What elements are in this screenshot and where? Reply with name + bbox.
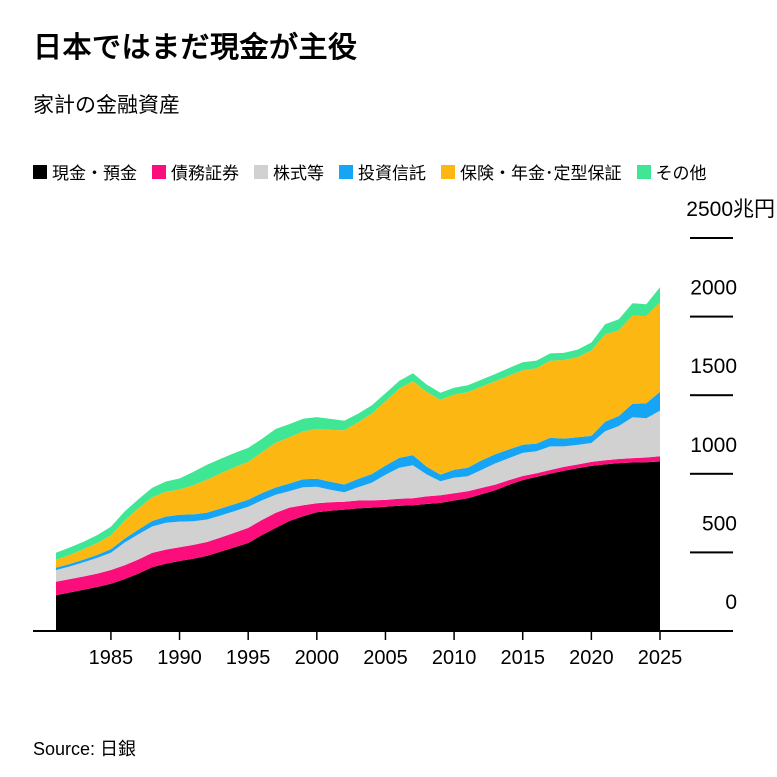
legend-item-1: 債務証券: [152, 159, 239, 184]
legend-swatch-icon: [152, 164, 166, 179]
source-credit: Source: 日銀: [33, 739, 137, 759]
x-tick: [384, 632, 387, 640]
y-tick-label: 2500兆円: [686, 198, 775, 221]
x-tick-label: 2020: [569, 647, 614, 669]
legend-label: 現金・預金: [52, 164, 137, 183]
y-tick: [690, 551, 733, 554]
x-tick-label: 2005: [363, 647, 408, 669]
legend-item-3: 投資信託: [339, 159, 426, 184]
area-series-0: [56, 461, 660, 631]
x-tick: [110, 632, 112, 640]
area-series-2: [56, 410, 660, 582]
y-tick: [690, 394, 733, 397]
legend-item-2: 株式等: [254, 159, 324, 184]
legend-swatch-icon: [441, 164, 455, 179]
x-axis-line: [33, 630, 733, 632]
y-tick-label: 1500: [690, 355, 737, 378]
x-tick-label: 1995: [226, 647, 271, 669]
legend-swatch-icon: [636, 164, 651, 179]
x-tick: [247, 632, 249, 640]
x-tick: [659, 632, 661, 640]
x-tick: [453, 632, 455, 640]
x-tick-label: 2010: [432, 647, 477, 669]
legend-label: 債務証券: [171, 164, 239, 183]
x-tick: [521, 632, 524, 640]
chart-subtitle: 家計の金融資産: [33, 94, 180, 117]
x-tick-label: 1985: [89, 647, 134, 669]
y-tick-label: 500: [702, 512, 737, 535]
x-tick-label: 2000: [295, 647, 340, 669]
legend-swatch-icon: [254, 164, 268, 179]
area-series-4: [56, 302, 660, 568]
legend-label: 株式等: [273, 164, 324, 183]
y-tick: [690, 237, 733, 239]
x-tick-label: 1990: [157, 647, 202, 669]
legend-swatch-icon: [339, 164, 353, 179]
x-tick-label: 2025: [638, 647, 683, 669]
legend-label: 保険・年金･定型保証: [460, 164, 622, 183]
legend-item-0: 現金・預金: [33, 159, 137, 184]
x-tick: [316, 632, 318, 640]
legend-label: 投資信託: [358, 164, 426, 183]
legend-swatch-icon: [33, 164, 47, 179]
page-title: 日本ではまだ現金が主役: [33, 32, 358, 64]
y-tick: [690, 315, 733, 318]
area-series-3: [56, 391, 660, 570]
x-tick: [178, 632, 181, 640]
x-tick: [590, 632, 593, 640]
y-tick-label: 1000: [690, 434, 737, 457]
legend-item-4: 保険・年金･定型保証: [441, 159, 622, 184]
area-series-1: [56, 456, 660, 596]
y-tick-label: 2000: [690, 277, 737, 300]
legend-item-5: その他: [636, 159, 707, 184]
x-tick-label: 2015: [500, 647, 545, 669]
y-tick: [690, 472, 733, 475]
legend: 現金・預金 債務証券 株式等 投資信託 保険・年金･定型保証 その他: [33, 159, 707, 184]
y-tick-label: 0: [725, 591, 737, 614]
legend-label: その他: [655, 164, 707, 183]
